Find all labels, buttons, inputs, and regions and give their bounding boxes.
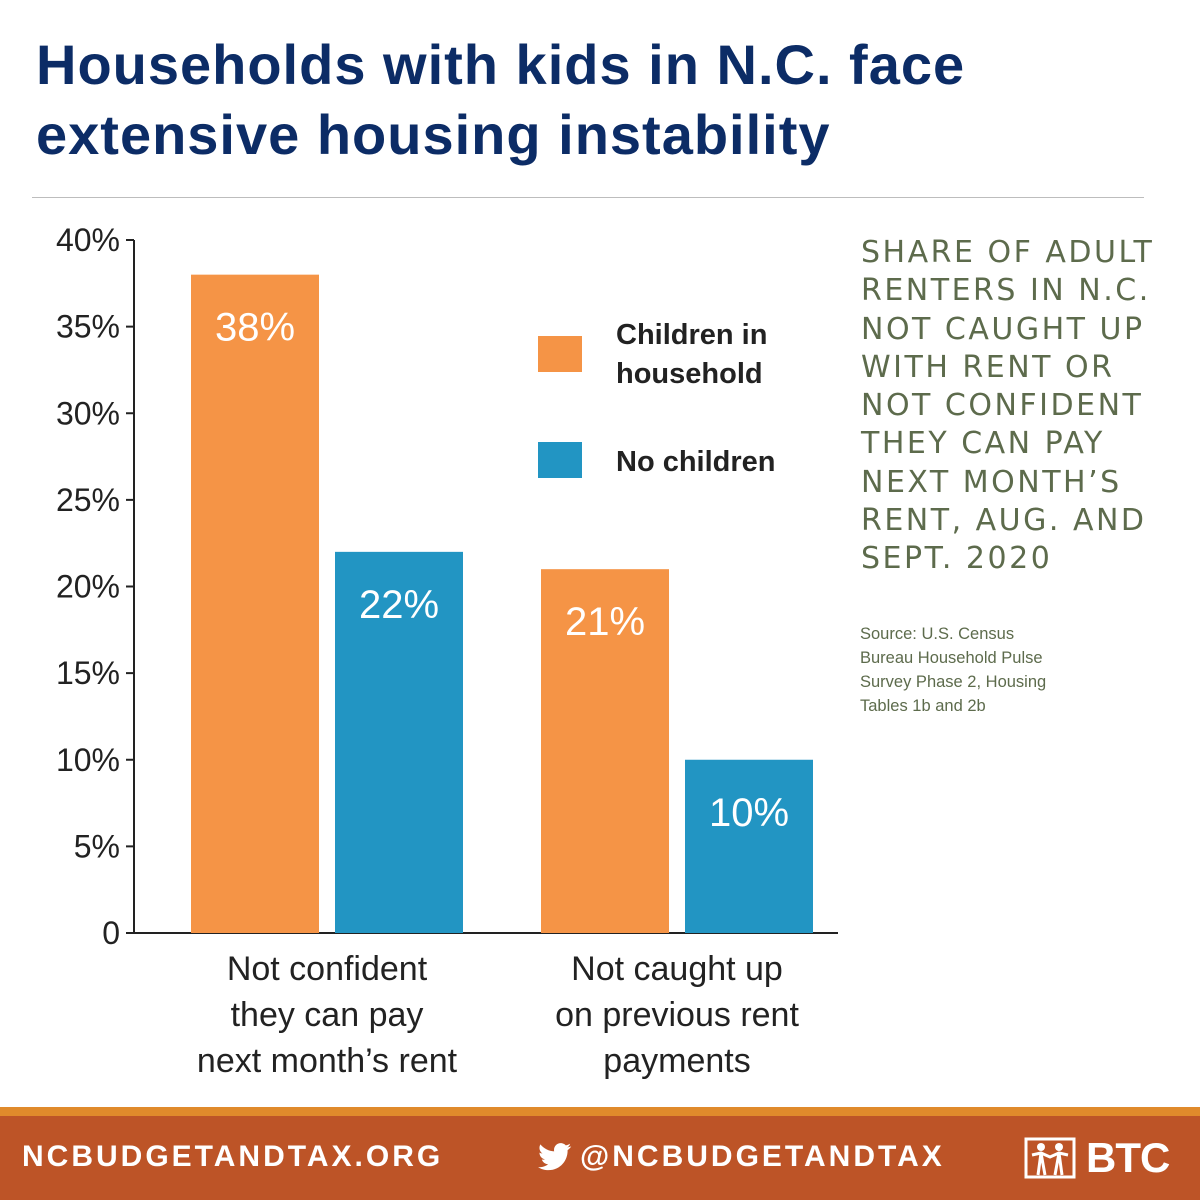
y-tick-label: 5%	[74, 828, 120, 864]
source-line: Bureau Household Pulse	[860, 649, 1043, 667]
legend-label: household	[616, 358, 763, 390]
x-category-label: Not caught up	[571, 950, 783, 988]
bar	[685, 759, 813, 933]
description-line: THEY CAN PAY	[861, 426, 1105, 462]
description-line: NOT CONFIDENT	[861, 388, 1144, 424]
x-category-label: they can pay	[231, 996, 424, 1034]
twitter-link[interactable]: @NCBUDGETANDTAX	[538, 1140, 945, 1174]
legend-label: No children	[616, 446, 776, 478]
x-category-label: Not confident	[227, 950, 428, 988]
description-line: WITH RENT OR	[861, 349, 1115, 385]
description-line: RENT, AUG. AND	[861, 503, 1147, 539]
legend-swatch	[538, 336, 582, 372]
description-line: NOT CAUGHT UP	[861, 311, 1145, 347]
x-category-label: on previous rent	[555, 996, 799, 1034]
title-divider	[32, 197, 1144, 198]
title-line-1: Households with kids in N.C. face	[36, 33, 966, 96]
description-line: NEXT MONTH’S	[861, 464, 1122, 500]
bar-chart: 0 5% 10% 15% 20% 25% 30% 35% 40% 38% 22% Not confid…	[56, 222, 838, 1080]
y-tick-label: 10%	[56, 742, 120, 778]
description-line: SHARE OF ADULT	[861, 235, 1155, 270]
bar	[191, 274, 319, 933]
x-category-label: payments	[603, 1042, 750, 1080]
description-line: RENTERS IN N.C.	[861, 273, 1151, 309]
bar	[335, 551, 463, 933]
y-tick-label: 15%	[56, 655, 120, 691]
bar	[541, 569, 669, 933]
source-note: Source: U.S. Census Bureau Household Pul…	[860, 622, 1120, 718]
source-line: Source: U.S. Census	[860, 625, 1015, 643]
data-label: 22%	[359, 583, 439, 627]
source-line: Tables 1b and 2b	[860, 697, 986, 715]
y-tick-label: 0	[102, 915, 120, 951]
btc-logo: BTC	[1024, 1134, 1170, 1182]
title-line-2: extensive housing instability	[36, 103, 831, 166]
website-link[interactable]: NCBUDGETANDTAX.ORG	[22, 1140, 444, 1173]
legend-label: Children in	[616, 319, 767, 351]
footer-bar: NCBUDGETANDTAX.ORG @NCBUDGETANDTAX BTC	[0, 1116, 1200, 1200]
x-category-label: next month’s rent	[197, 1042, 458, 1080]
data-label: 21%	[565, 600, 645, 644]
logo-text: BTC	[1086, 1134, 1170, 1181]
y-tick-label: 25%	[56, 482, 120, 518]
data-label: 38%	[215, 306, 295, 350]
legend-swatch	[538, 442, 582, 478]
chart-description: SHARE OF ADULT RENTERS IN N.C. NOT CAUGH…	[861, 234, 1181, 579]
y-tick-label: 35%	[56, 309, 120, 345]
page-title: Households with kids in N.C. face extens…	[36, 30, 1176, 170]
y-tick-label: 30%	[56, 395, 120, 431]
twitter-bird-icon	[538, 1143, 572, 1171]
source-line: Survey Phase 2, Housing	[860, 673, 1047, 691]
data-label: 10%	[709, 791, 789, 835]
nc-justice-center-figures-icon	[1024, 1137, 1076, 1179]
description-line: SEPT. 2020	[861, 541, 1053, 577]
footer-stripe	[0, 1107, 1200, 1116]
y-tick-label: 20%	[56, 569, 120, 605]
twitter-handle: @NCBUDGETANDTAX	[580, 1140, 945, 1173]
y-tick-label: 40%	[56, 222, 120, 258]
